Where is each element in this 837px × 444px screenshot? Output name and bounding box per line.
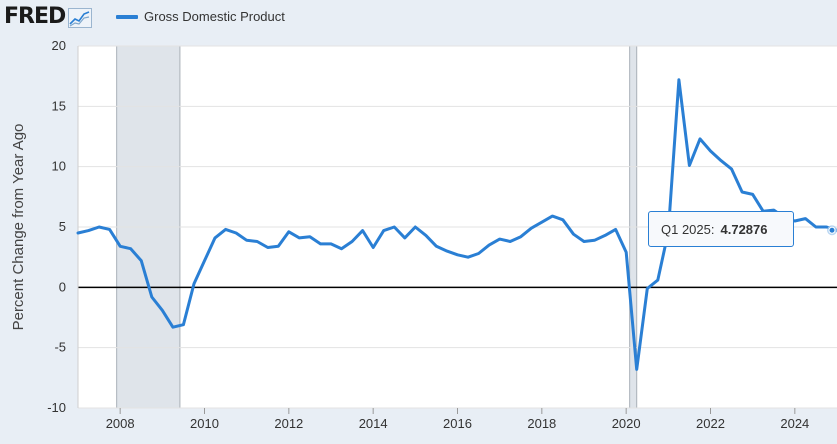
tooltip-label: Q1 2025: bbox=[661, 221, 715, 237]
y-tick-label: 5 bbox=[59, 219, 66, 234]
tooltip-value: 4.72876 bbox=[720, 221, 768, 237]
chart-header: FRED Gross Domestic Product bbox=[0, 0, 837, 34]
legend-swatch bbox=[116, 14, 138, 19]
x-tick-label: 2016 bbox=[443, 416, 472, 431]
series-line[interactable] bbox=[76, 78, 837, 371]
x-tick-label: 2010 bbox=[190, 416, 219, 431]
y-tick-label: 0 bbox=[59, 279, 66, 294]
x-tick-label: 2012 bbox=[274, 416, 303, 431]
y-tick-label: -5 bbox=[54, 340, 66, 355]
y-tick-label: -10 bbox=[47, 400, 66, 415]
x-tick-label: 2014 bbox=[359, 416, 388, 431]
line-chart-icon bbox=[68, 7, 93, 28]
fred-logo-text: FRED bbox=[4, 4, 66, 29]
y-tick-label: 20 bbox=[52, 38, 66, 53]
x-tick-label: 2018 bbox=[527, 416, 556, 431]
y-axis-title: Percent Change from Year Ago bbox=[10, 124, 27, 331]
hover-marker[interactable] bbox=[828, 226, 836, 234]
legend-label: Gross Domestic Product bbox=[144, 9, 285, 24]
hover-tooltip: Q1 2025: 4.72876 bbox=[648, 211, 794, 247]
legend[interactable]: Gross Domestic Product bbox=[116, 9, 285, 24]
fred-logo[interactable]: FRED bbox=[4, 4, 93, 29]
x-tick-label: 2008 bbox=[106, 416, 135, 431]
y-tick-label: 10 bbox=[52, 159, 66, 174]
x-tick-label: 2022 bbox=[696, 416, 725, 431]
x-tick-label: 2024 bbox=[780, 416, 809, 431]
y-tick-label: 15 bbox=[52, 98, 66, 113]
x-tick-label: 2020 bbox=[612, 416, 641, 431]
